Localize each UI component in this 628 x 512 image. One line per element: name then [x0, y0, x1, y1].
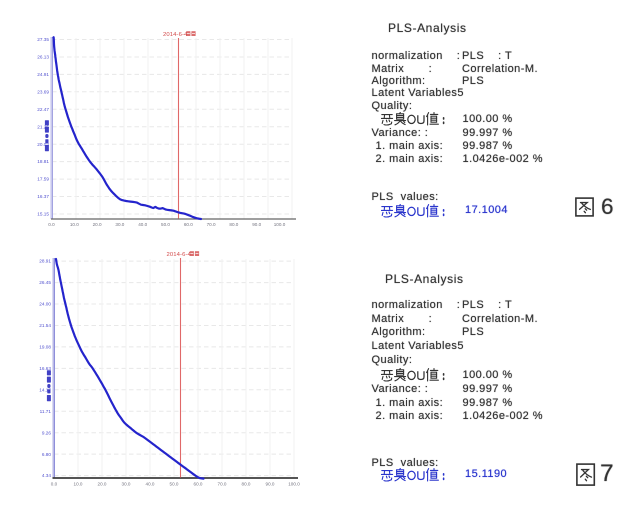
svg-text:70.0: 70.0 — [207, 222, 216, 227]
svg-text:9.26: 9.26 — [42, 430, 52, 435]
svg-text:6.80: 6.80 — [42, 452, 52, 457]
svg-text:10.0: 10.0 — [70, 222, 79, 227]
svg-text:20.0: 20.0 — [93, 222, 102, 227]
svg-text:80.0: 80.0 — [242, 482, 251, 487]
svg-text:2014-6-4: 2014-6-4 — [167, 252, 192, 258]
svg-text:23.69: 23.69 — [37, 89, 49, 94]
svg-text:24.00: 24.00 — [39, 302, 51, 307]
svg-text:50.0: 50.0 — [170, 482, 179, 487]
svg-text:50.0: 50.0 — [161, 222, 170, 227]
svg-text:40.0: 40.0 — [138, 222, 147, 227]
svg-text:10.0: 10.0 — [74, 482, 83, 487]
svg-text:24.91: 24.91 — [37, 72, 49, 77]
svg-text:16.37: 16.37 — [37, 194, 49, 199]
svg-text:19.08: 19.08 — [39, 345, 51, 350]
svg-text:4.34: 4.34 — [42, 473, 52, 478]
svg-text:18.81: 18.81 — [37, 159, 49, 164]
svg-text:90.0: 90.0 — [266, 482, 275, 487]
svg-text:2014-6-4: 2014-6-4 — [163, 32, 188, 38]
svg-text:21.54: 21.54 — [39, 323, 51, 328]
svg-text:17.59: 17.59 — [37, 177, 49, 182]
svg-text:100.0: 100.0 — [274, 222, 286, 227]
svg-text:20.0: 20.0 — [98, 482, 107, 487]
svg-text:22.47: 22.47 — [37, 107, 49, 112]
svg-text:60.0: 60.0 — [194, 482, 203, 487]
svg-text:90.0: 90.0 — [252, 222, 261, 227]
svg-text:20.03: 20.03 — [37, 142, 49, 147]
svg-text:60.0: 60.0 — [184, 222, 193, 227]
svg-text:30.0: 30.0 — [122, 482, 131, 487]
svg-text:100.0: 100.0 — [288, 482, 300, 487]
svg-text:70.0: 70.0 — [218, 482, 227, 487]
svg-text:14.17: 14.17 — [39, 387, 51, 392]
svg-text:26.13: 26.13 — [37, 55, 49, 60]
svg-text:28.91: 28.91 — [39, 259, 51, 264]
svg-text:15.15: 15.15 — [37, 212, 49, 217]
svg-text:0.0: 0.0 — [51, 482, 58, 487]
svg-text:0.0: 0.0 — [48, 222, 55, 227]
svg-text:26.45: 26.45 — [39, 280, 51, 285]
svg-text:30.0: 30.0 — [115, 222, 124, 227]
svg-text:16.63: 16.63 — [39, 366, 51, 371]
svg-text:27.35: 27.35 — [37, 37, 49, 42]
svg-text:21.25: 21.25 — [37, 124, 49, 129]
svg-text:80.0: 80.0 — [229, 222, 238, 227]
svg-text:40.0: 40.0 — [146, 482, 155, 487]
svg-text:11.71: 11.71 — [40, 409, 52, 414]
